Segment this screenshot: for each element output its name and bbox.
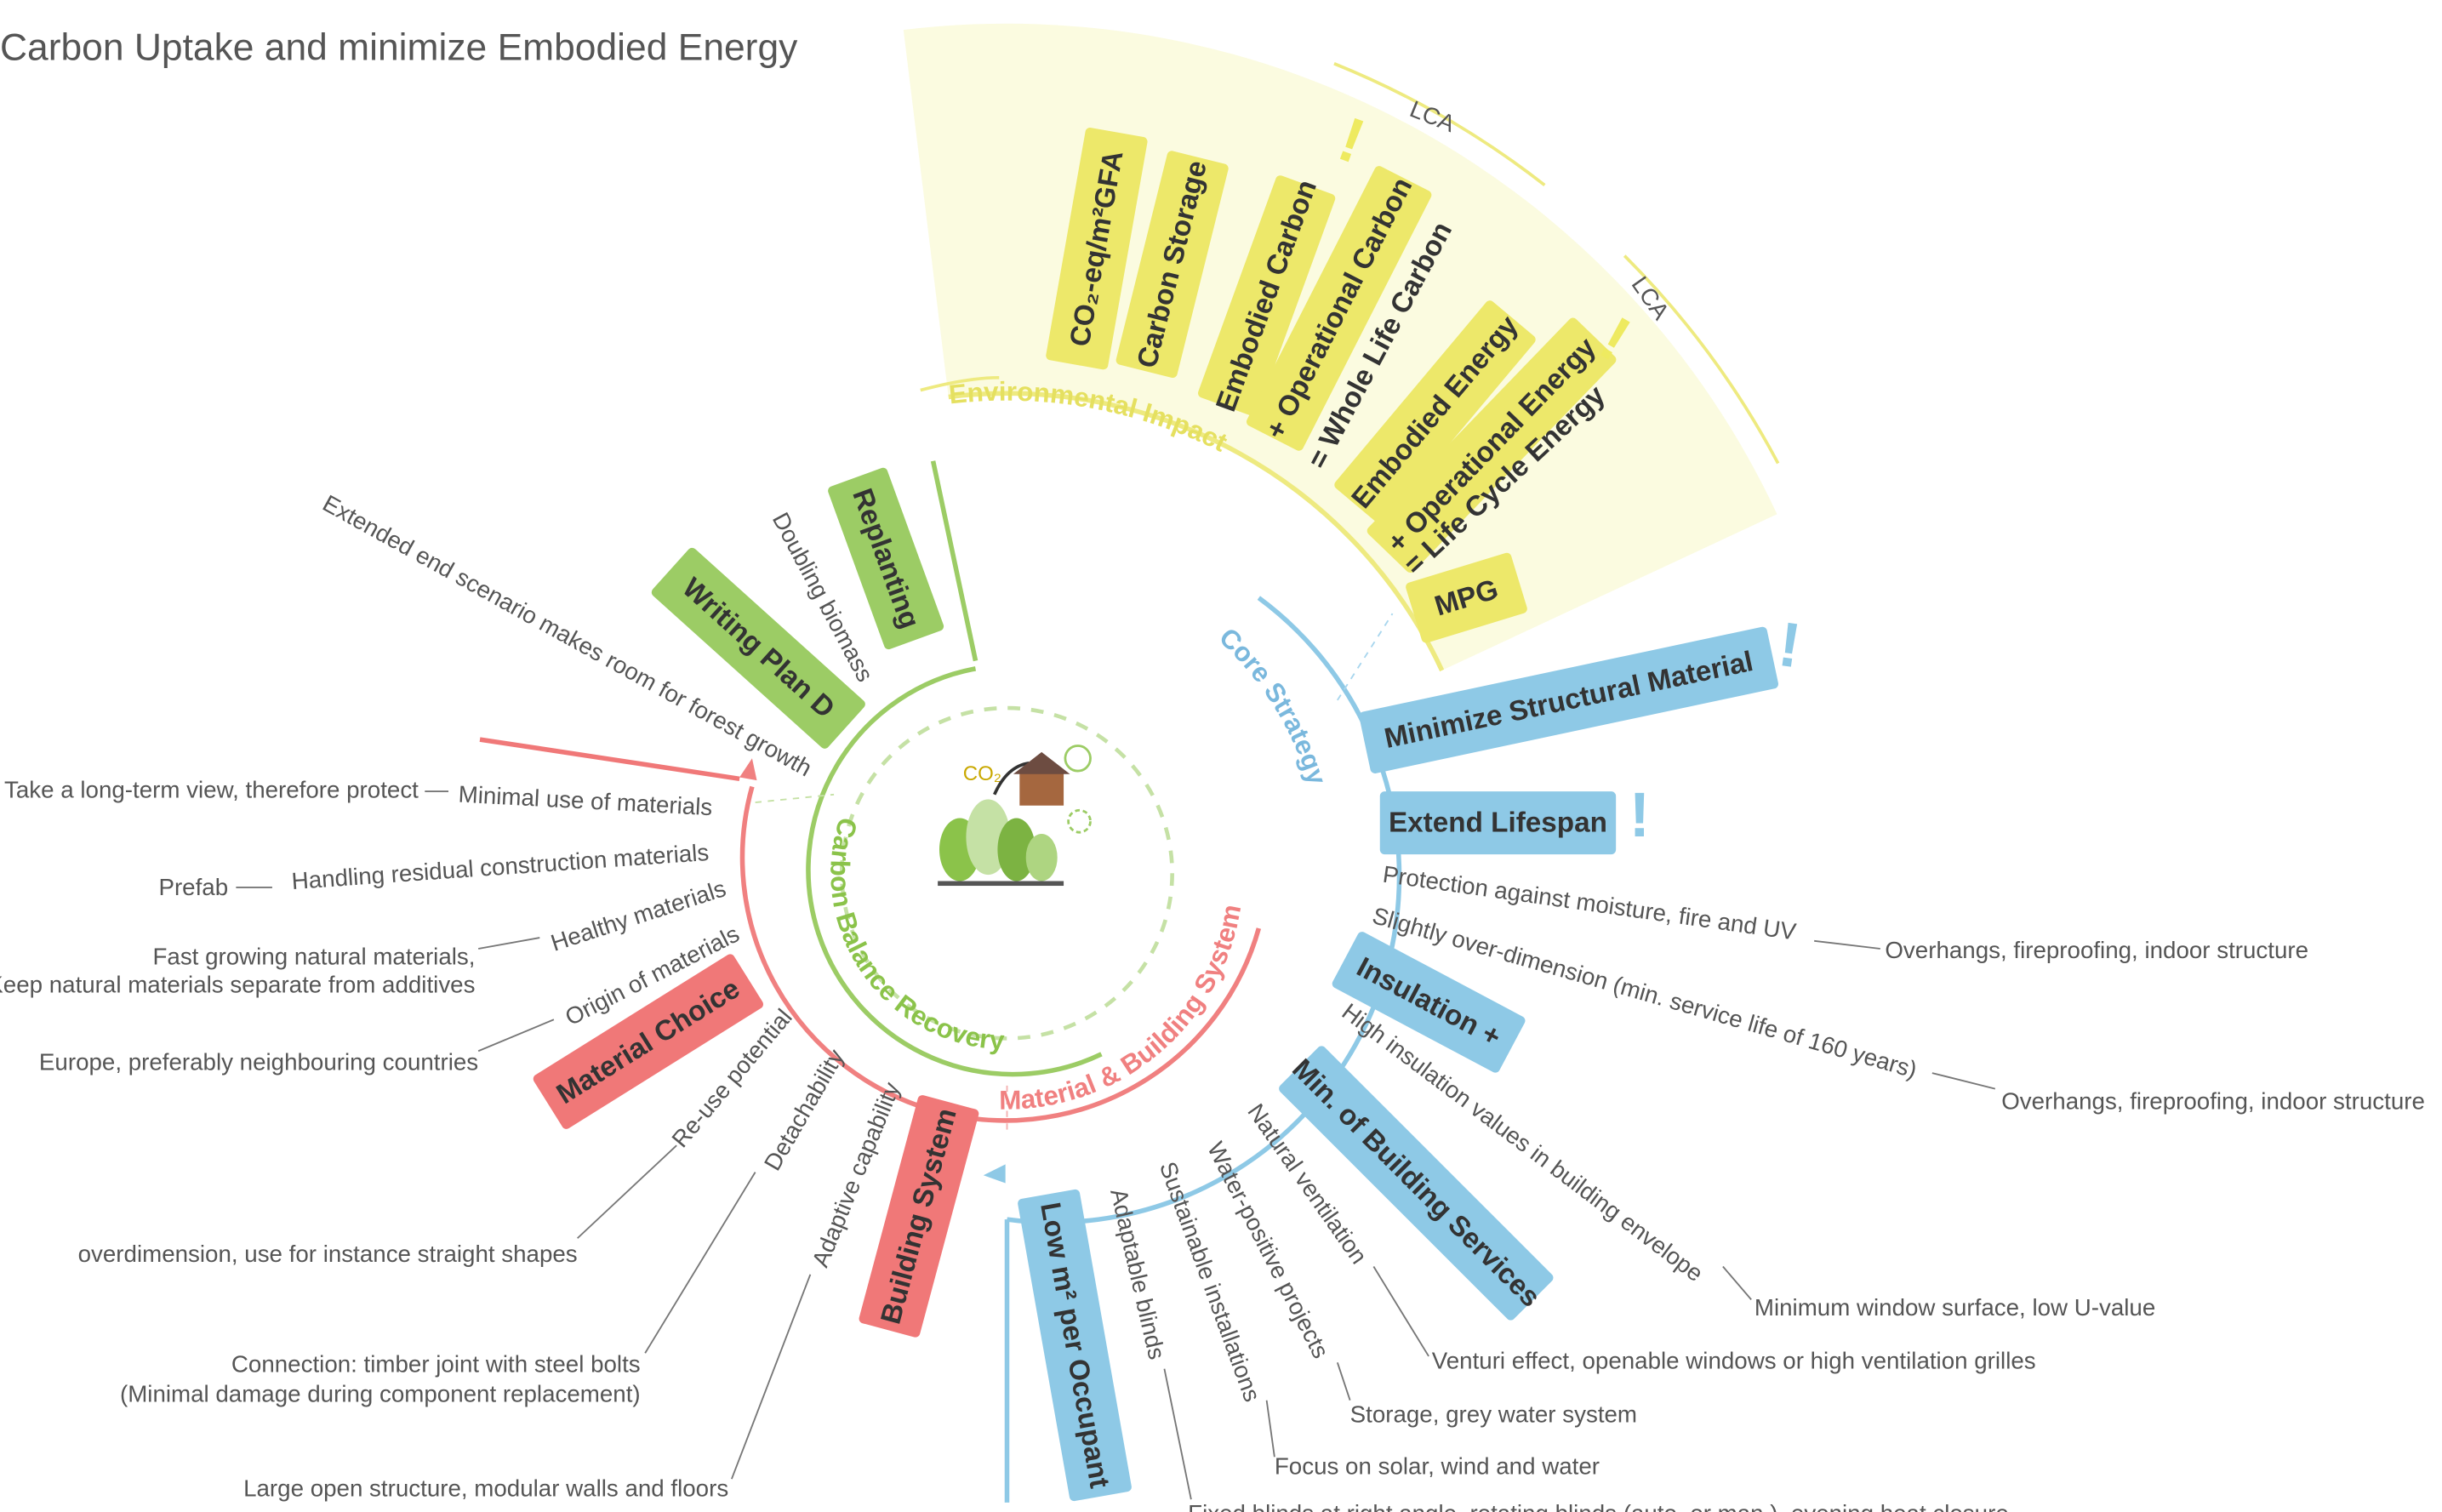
arc-label-path: Material & Building System: [999, 902, 1247, 1115]
co2-label: CO₂: [963, 762, 1001, 785]
label: Overhangs, fireproofing, indoor structur…: [2001, 1088, 2425, 1115]
label: (Minimal damage during component replace…: [120, 1380, 641, 1406]
arc-label: Material & Building System: [999, 902, 1247, 1115]
shape: [938, 882, 1064, 887]
center-icon: CO₂: [938, 745, 1090, 886]
connector: [480, 739, 739, 779]
connector: [478, 938, 539, 949]
node-box: Minimize Structural Material: [1358, 626, 1779, 774]
label: Minimal use of materials: [458, 781, 713, 821]
connector: [1267, 1401, 1275, 1458]
label: Minimum window surface, low U-value: [1754, 1294, 2155, 1321]
box-label: Min. of Building Services: [1286, 1053, 1546, 1314]
connector: [478, 1019, 554, 1051]
connector: [1338, 1362, 1350, 1400]
connector: [645, 1173, 755, 1354]
alert-mark: !: [1774, 608, 1805, 682]
label: Storage, grey water system: [1350, 1401, 1637, 1428]
label: Overhangs, fireproofing, indoor structur…: [1885, 937, 2308, 963]
label: Connection: timber joint with steel bolt…: [231, 1350, 641, 1377]
label: Large open structure, modular walls and …: [243, 1475, 728, 1501]
label: Detachability: [759, 1045, 849, 1175]
box-label: Extend Lifespan: [1389, 807, 1607, 839]
connector: [1164, 1369, 1190, 1499]
red-arrow: [739, 758, 756, 780]
label: overdimension, use for instance straight…: [78, 1241, 578, 1267]
shape: [1026, 834, 1058, 881]
label: Fixed blinds at right angle, rotating bl…: [1188, 1500, 2009, 1512]
label: Fast growing natural materials,: [152, 943, 475, 969]
label: Keep natural materials separate from add…: [0, 972, 475, 998]
shape: [1019, 771, 1064, 806]
label: Prefab: [158, 874, 228, 900]
connector: [1814, 941, 1880, 949]
label: Handling residual construction materials: [291, 839, 710, 894]
shape: [1065, 745, 1091, 771]
label: Take a long-term view, therefore protect: [4, 776, 419, 802]
shape: [1013, 752, 1070, 774]
shape: [1069, 810, 1091, 832]
connector: [1932, 1073, 1995, 1088]
diagram: Carbon Uptake and minimize Embodied Ener…: [0, 0, 2442, 1512]
alert-mark: !: [1629, 779, 1651, 850]
title: Carbon Uptake and minimize Embodied Ener…: [0, 26, 798, 68]
connector: [732, 1275, 810, 1479]
label: Venturi effect, openable windows or high…: [1432, 1348, 2036, 1374]
node-box: Extend Lifespan: [1380, 791, 1616, 854]
label: Focus on solar, wind and water: [1275, 1453, 1600, 1480]
connector: [1373, 1267, 1429, 1356]
connector: [1723, 1267, 1751, 1300]
page: Carbon Uptake and minimize Embodied Ener…: [0, 0, 2442, 1512]
body: {"title": "Carbon Uptake and minimize Em…: [0, 0, 2442, 1512]
connector: [578, 1145, 677, 1238]
blue-arrow: [984, 1164, 1006, 1183]
dashed-link: [1338, 613, 1393, 700]
label: Europe, preferably neighbouring countrie…: [39, 1048, 478, 1075]
